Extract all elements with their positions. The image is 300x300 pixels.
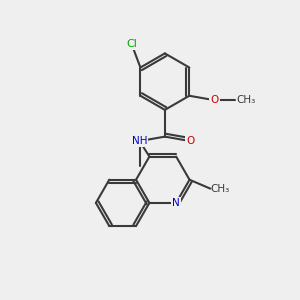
Text: O: O [211, 95, 219, 105]
Text: CH₃: CH₃ [237, 95, 256, 105]
Text: Cl: Cl [126, 39, 137, 49]
Text: O: O [186, 136, 194, 146]
Text: NH: NH [132, 136, 147, 146]
Text: CH₃: CH₃ [210, 184, 230, 194]
Text: N: N [172, 198, 180, 208]
